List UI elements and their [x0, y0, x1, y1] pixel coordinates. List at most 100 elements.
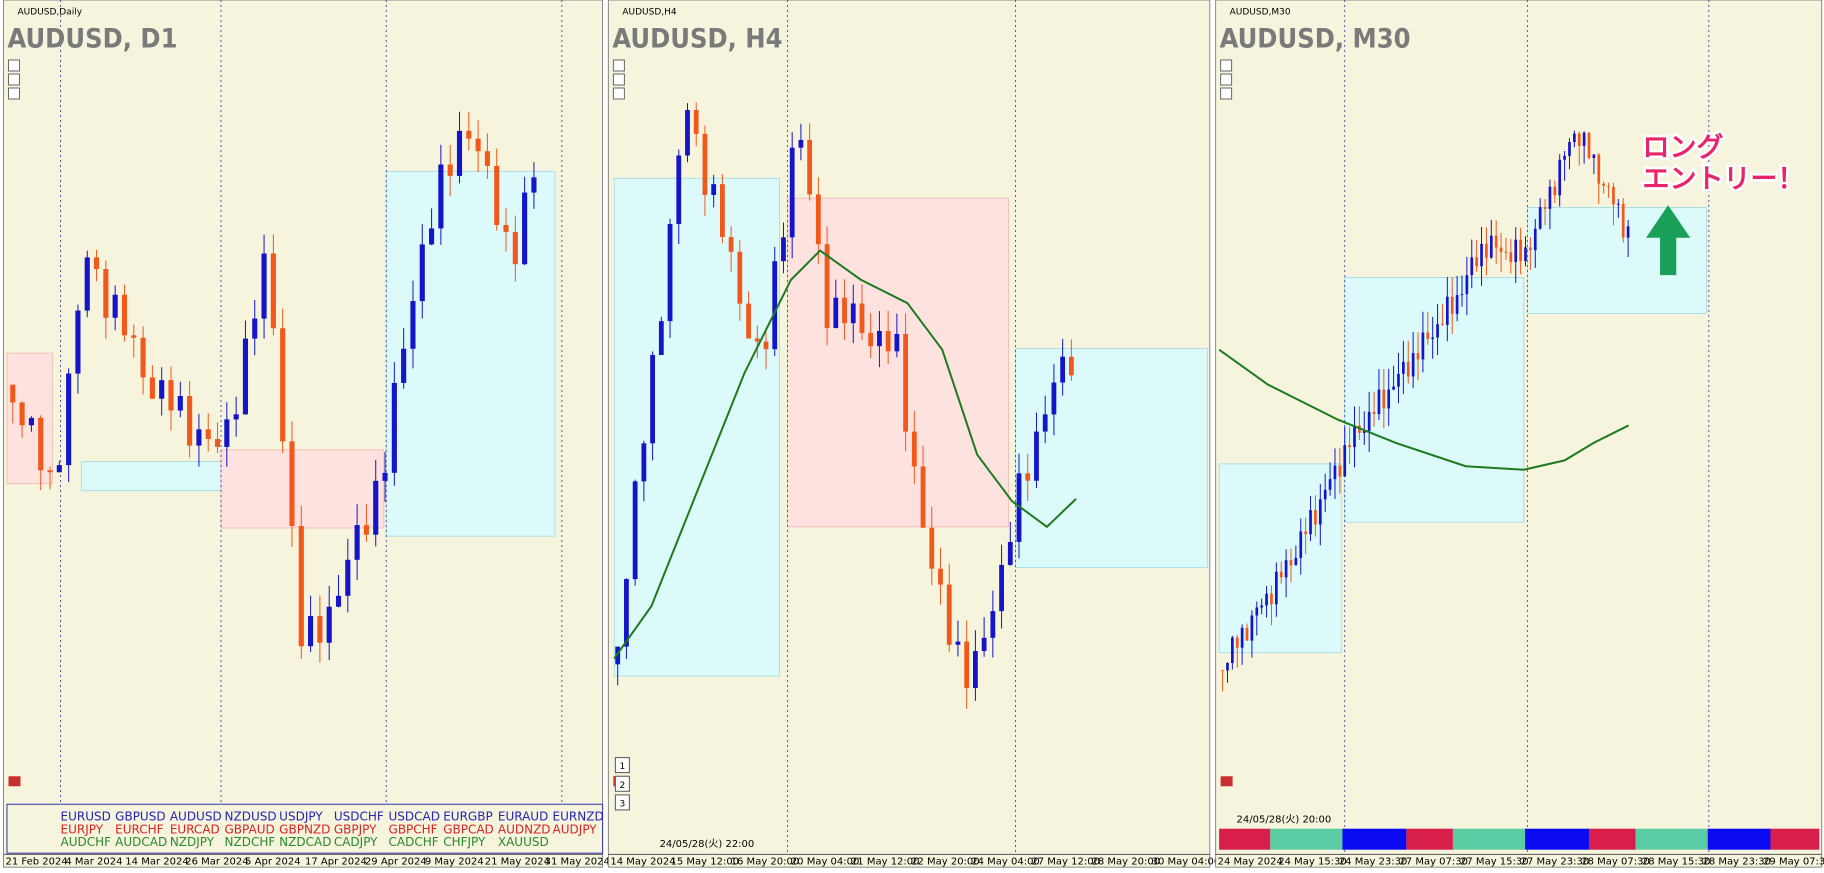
symbol-button[interactable]: USDJPY: [279, 810, 323, 824]
symbol-button[interactable]: XAUUSD: [498, 835, 549, 849]
moving-average: [613, 249, 1077, 660]
scale-button[interactable]: [612, 73, 625, 86]
symbol-button[interactable]: EURUSD: [60, 810, 110, 824]
candle-body: [429, 228, 435, 245]
symbol-button[interactable]: NZDUSD: [225, 810, 277, 824]
candle-body: [373, 480, 379, 535]
candle-body: [1612, 186, 1615, 205]
candle-body: [1587, 132, 1591, 158]
candle-body: [955, 641, 961, 645]
candle-body: [56, 465, 62, 473]
entry-arrow: [1646, 205, 1691, 276]
candle-body: [894, 333, 900, 352]
close-button[interactable]: [8, 776, 21, 787]
annotation-text: ロング: [1643, 132, 1724, 164]
candle-body: [1221, 670, 1224, 672]
candle-body: [1367, 411, 1371, 431]
moving-average: [1218, 348, 1630, 471]
scale-button[interactable]: [1220, 73, 1233, 86]
symbol-button[interactable]: USDCHF: [334, 810, 384, 824]
candle-body: [103, 269, 109, 318]
signal-segment: [1452, 828, 1526, 850]
candle-body: [1621, 203, 1625, 238]
symbol-button[interactable]: AUDJPY: [553, 822, 598, 836]
symbol-button[interactable]: AUDNZD: [498, 822, 551, 836]
scale-button[interactable]: [1220, 59, 1233, 72]
time-label: 17 Apr 2024: [305, 856, 367, 867]
symbol-button[interactable]: EURCAD: [170, 822, 220, 836]
symbol-button[interactable]: EURGBP: [443, 810, 492, 824]
candle-body: [354, 525, 360, 560]
symbol-button[interactable]: CHFJPY: [443, 835, 486, 849]
candle-body: [242, 338, 249, 415]
candle-body: [149, 377, 155, 399]
symbol-button[interactable]: GBPNZD: [279, 822, 330, 836]
scale-button[interactable]: [612, 59, 625, 72]
scale-button[interactable]: [7, 73, 20, 86]
symbol-button[interactable]: EURCHF: [115, 822, 164, 836]
candle-body: [789, 147, 795, 238]
candle-body: [1455, 295, 1459, 314]
layout-button[interactable]: [614, 794, 630, 811]
scale-button[interactable]: [7, 87, 20, 100]
candle-body: [1343, 445, 1347, 477]
symbol-button[interactable]: AUDCAD: [115, 835, 167, 849]
symbol-button[interactable]: GBPCAD: [443, 822, 494, 836]
candle-body: [903, 333, 909, 432]
time-label: 4 Mar 2024: [65, 856, 122, 867]
symbol-button[interactable]: USDCAD: [389, 810, 440, 824]
symbol-button[interactable]: NZDCAD: [279, 835, 331, 849]
annotation-text: エントリー！: [1643, 164, 1805, 195]
signal-segment: [1589, 828, 1636, 850]
candle-body: [1597, 154, 1601, 184]
signal-segment: [1406, 828, 1453, 850]
layout-button[interactable]: [614, 757, 630, 774]
candle-body: [772, 261, 778, 350]
candle-body: [233, 414, 239, 420]
close-button[interactable]: [1220, 776, 1233, 787]
symbol-button[interactable]: EURNZD: [553, 810, 604, 824]
symbol-button[interactable]: NZDCHF: [225, 835, 276, 849]
symbol-button[interactable]: GBPAUD: [225, 822, 275, 836]
symbol-button[interactable]: CADJPY: [334, 835, 378, 849]
time-label: 28 May 15:30: [1642, 856, 1711, 867]
symbol-button[interactable]: EURJPY: [60, 822, 103, 836]
symbol-button[interactable]: CADCHF: [389, 835, 439, 849]
candle-body: [1480, 243, 1483, 267]
symbol-button[interactable]: AUDUSD: [170, 810, 222, 824]
candle-body: [981, 637, 987, 652]
scale-button[interactable]: [612, 87, 625, 100]
zone-box: [1015, 348, 1208, 569]
time-label: 24 May 2024: [1218, 856, 1283, 867]
scale-button[interactable]: [1220, 87, 1233, 100]
candle-body: [475, 138, 481, 152]
candle-body: [1309, 510, 1312, 535]
symbol-button[interactable]: EURAUD: [498, 810, 548, 824]
scale-button[interactable]: [7, 59, 20, 72]
time-label: 24 May 23:30: [1339, 856, 1408, 867]
candle-body: [815, 194, 821, 245]
candle-body: [10, 384, 16, 403]
candle-body: [1616, 203, 1620, 205]
candle-body: [317, 616, 323, 643]
symbol-button[interactable]: GBPCHF: [389, 822, 438, 836]
time-label: 31 May 2024: [545, 856, 610, 867]
candle-body: [1314, 510, 1317, 525]
layout-button[interactable]: [614, 775, 630, 792]
candle-body: [1068, 356, 1074, 376]
candle-body: [1543, 207, 1547, 209]
time-label: 22 May 20:00: [911, 856, 980, 867]
time-label: 27 May 23:30: [1521, 856, 1590, 867]
layout-button-label: 3: [620, 799, 626, 809]
candle-body: [641, 443, 647, 482]
symbol-button[interactable]: GBPJPY: [334, 822, 377, 836]
time-label: 26 Mar 2024: [185, 856, 248, 867]
symbol-button[interactable]: AUDCHF: [60, 835, 111, 849]
time-label: 21 May 12:00: [851, 856, 920, 867]
symbol-button[interactable]: GBPUSD: [115, 810, 165, 824]
symbol-button[interactable]: NZDJPY: [170, 835, 215, 849]
candle-body: [261, 253, 267, 319]
candle-body: [1289, 560, 1293, 566]
